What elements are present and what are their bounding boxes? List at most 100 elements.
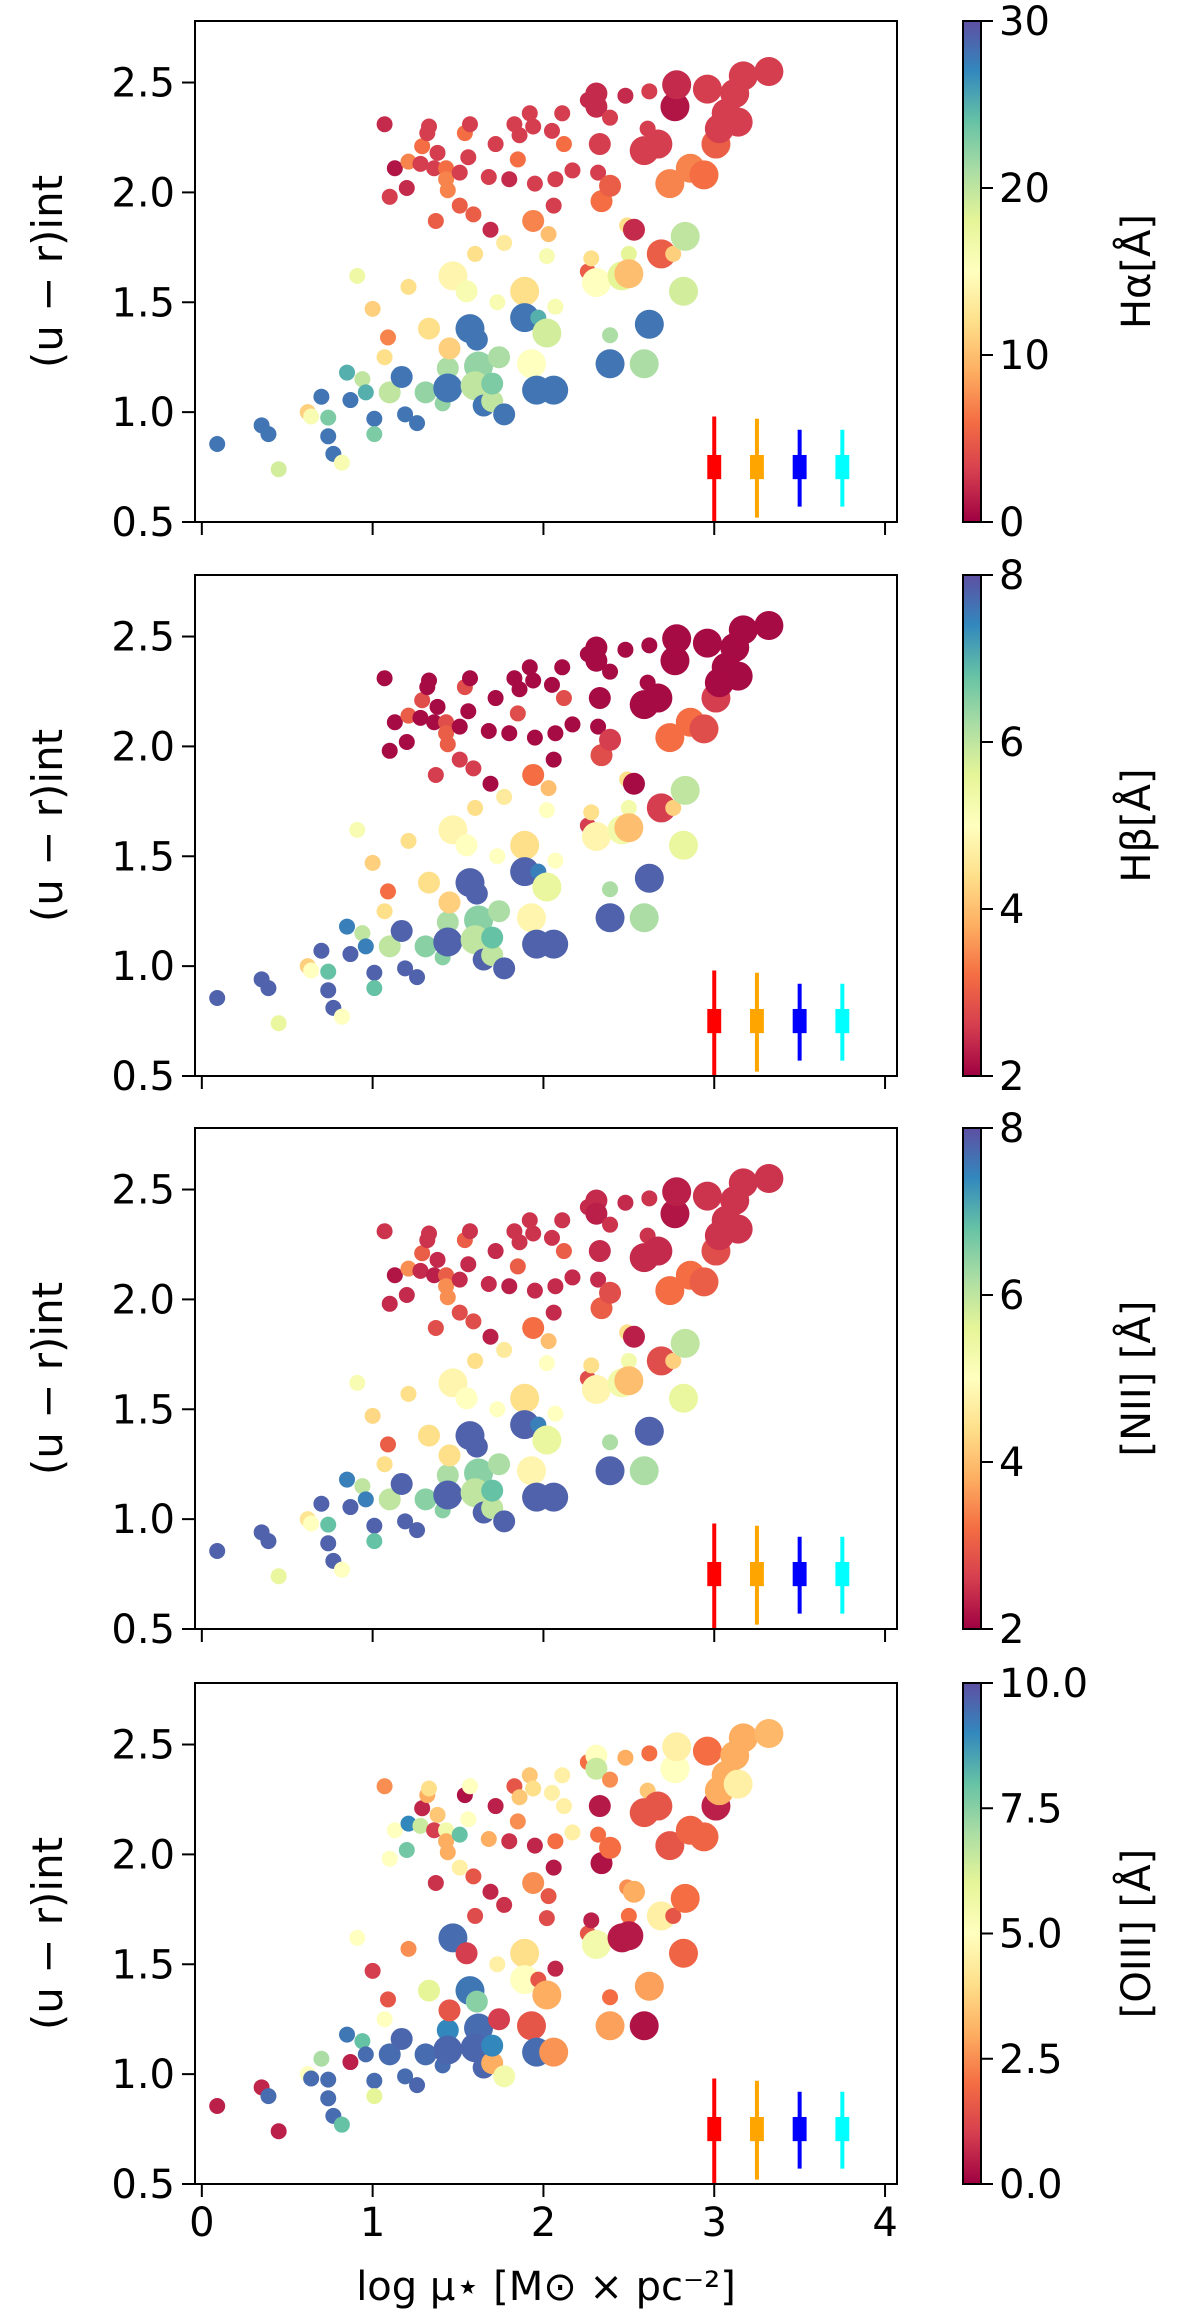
data-point [438,1267,455,1284]
data-point [357,1491,374,1508]
y-axis-label: (u − r)int [23,1837,72,2030]
data-point [723,661,753,691]
data-point [723,1214,753,1244]
data-point [400,1385,417,1402]
data-point [655,723,685,753]
data-point [617,1194,634,1211]
data-point [554,659,571,676]
data-point [588,1795,611,1818]
data-point [614,813,644,843]
colorbar-tick-label: 10.0 [999,1661,1088,1707]
y-tick-label: 1.5 [111,1942,175,1988]
data-point [641,1745,658,1762]
data-point [366,410,383,427]
colorbar [962,1127,982,1630]
data-point [555,136,572,153]
data-point [460,925,490,955]
y-tick-label: 1.0 [111,390,175,436]
data-point [487,1798,504,1815]
data-point [482,221,499,238]
data-point [366,1533,383,1550]
data-point [390,365,413,388]
data-point [617,641,634,658]
data-point [414,381,437,404]
data-point [595,349,625,379]
y-tick-label: 1.5 [111,280,175,326]
data-point [501,1278,518,1295]
y-tick-label: 0.5 [111,1054,175,1100]
data-point [689,1267,719,1297]
data-point [376,1223,393,1240]
data-point [421,1780,437,1797]
data-point [489,1401,506,1418]
data-point [376,670,393,687]
data-point [349,1374,366,1391]
y-tick-label: 2.5 [111,615,175,661]
data-point [488,2008,511,2031]
data-point [547,171,564,188]
data-point [451,751,468,768]
panel-1: 0.5 1.0 1.5 2.0 2.5 (u − r)int 0 10 20 30 Hα[Å] [23,0,1160,546]
data-point [543,1229,560,1246]
data-point [525,1225,542,1242]
panel-2: 0.5 1.0 1.5 2.0 2.5 (u − r)int 2 4 6 8 Hβ[Å] [23,553,1160,1100]
data-point [455,1942,478,1965]
data-point [509,151,526,168]
colorbar-tick-label: 10 [999,333,1050,379]
data-point [433,1480,463,1510]
data-point [482,1328,499,1345]
data-point [511,1789,528,1806]
data-point [364,1962,381,1979]
data-point [349,267,366,284]
data-point [366,964,383,981]
data-point [646,1346,676,1376]
data-point [540,1333,557,1350]
data-point [418,871,440,894]
data-point [465,1435,488,1458]
data-point [414,1800,431,1817]
data-point [400,278,417,295]
data-point [641,83,658,100]
data-point [427,1319,444,1336]
data-point [522,1316,545,1339]
data-point [522,763,545,786]
data-point [467,799,484,816]
data-point [583,1912,600,1929]
data-point [599,1836,622,1859]
data-point [397,406,414,423]
data-point [465,1868,482,1885]
data-point [617,1749,634,1766]
data-point [525,1780,542,1797]
data-point [602,881,619,898]
data-point [629,349,659,379]
data-point [662,1732,692,1762]
data-point [209,989,226,1006]
error-box [792,1561,807,1587]
data-point [510,1410,540,1440]
data-point [660,646,690,676]
data-point [668,830,698,860]
data-point [641,637,658,654]
data-point [554,1212,571,1229]
data-point [481,372,504,395]
data-point [754,57,784,87]
data-point [320,2090,337,2107]
data-point [540,1888,557,1905]
data-point [418,1424,440,1447]
data-point [510,303,540,333]
data-point [583,804,600,821]
panel-4: 0 1 2 3 4 0.5 1.0 1.5 2.0 2.5 (u − r)int 0.0 2.5 5.0 7… [23,1661,1160,2246]
data-point [320,2071,337,2088]
colorbar-label: [NII] [Å] [1112,1300,1160,1456]
data-point [622,772,645,795]
data-point [540,780,557,797]
data-point [665,245,682,262]
data-point [482,775,499,792]
x-tick-label: 3 [702,2200,727,2246]
data-point [400,707,417,724]
data-point [209,1542,226,1559]
data-point [602,1434,619,1451]
data-point [303,408,320,425]
data-point [599,728,622,751]
data-point [260,2088,277,2105]
